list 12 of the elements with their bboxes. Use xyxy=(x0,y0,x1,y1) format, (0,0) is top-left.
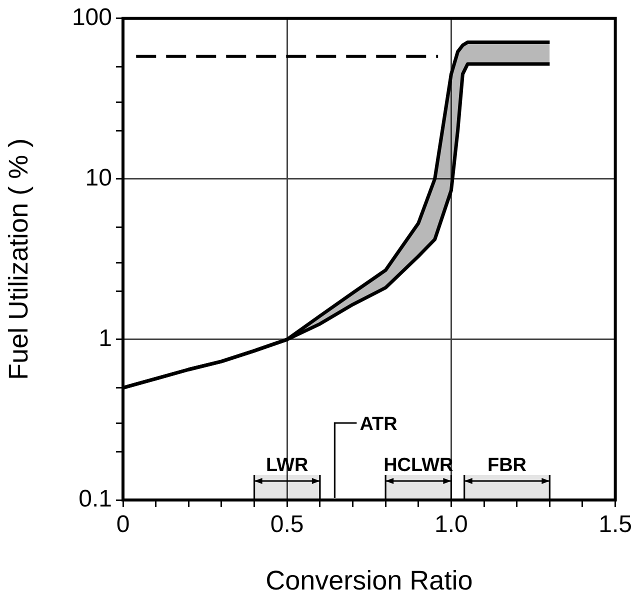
x-tick-label: 0.5 xyxy=(270,511,304,538)
ref-line-label: ATR xyxy=(360,414,398,435)
x-tick-label: 1.5 xyxy=(598,511,632,538)
y-axis-title: Fuel Utilization ( % ) xyxy=(4,138,34,380)
x-tick-label: 0 xyxy=(116,511,130,538)
y-tick-label: 10 xyxy=(85,164,112,192)
y-tick-label: 1 xyxy=(98,325,112,352)
x-tick-label: 1.0 xyxy=(434,511,468,538)
x-axis-title: Conversion Ratio xyxy=(266,565,473,596)
y-tick-label: 0.1 xyxy=(78,486,112,513)
y-tick-label: 100 xyxy=(72,4,112,32)
band-label: FBR xyxy=(487,455,527,476)
